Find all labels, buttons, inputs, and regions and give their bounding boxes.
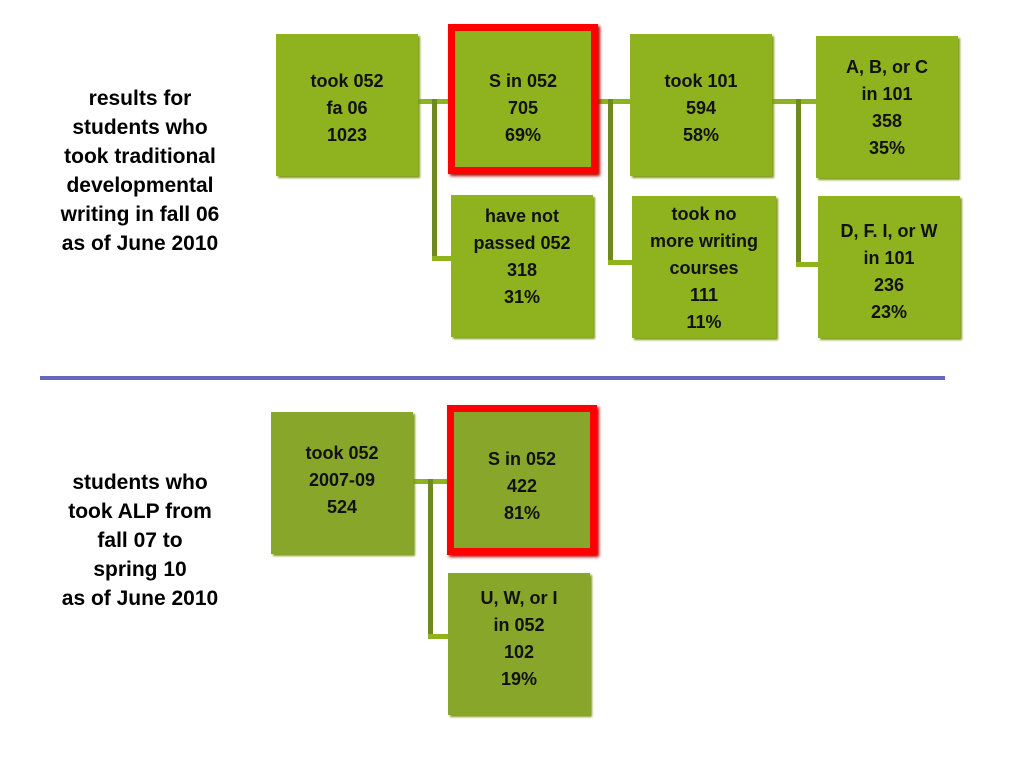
connector-line (796, 99, 801, 267)
connector-line (768, 99, 818, 104)
connector-line (428, 634, 450, 639)
traditional-caption: results for students who took traditiona… (60, 87, 220, 255)
box-uwi-in-052: U, W, or I in 052 102 19% (448, 573, 590, 715)
box-abc-in-101: A, B, or C in 101 358 35% (816, 36, 958, 178)
box-alp-s-in-052-highlighted: S in 052 422 81% (447, 405, 597, 555)
connector-line (796, 262, 820, 267)
connector-line (432, 99, 437, 261)
section-divider (40, 376, 945, 380)
box-have-not-passed-052: have not passed 052 318 31% (451, 195, 593, 337)
connector-line (428, 479, 433, 639)
connector-line (432, 256, 454, 261)
connector-line (608, 260, 634, 265)
connector-line (404, 99, 456, 104)
box-s-in-052-highlighted: S in 052 705 69% (448, 24, 598, 174)
box-took-no-more-writing: took no more writing courses 111 11% (632, 196, 776, 338)
connector-line (608, 99, 613, 265)
box-dfiw-in-101: D, F. I, or W in 101 236 23% (818, 196, 960, 338)
box-took-101: took 101 594 58% (630, 34, 772, 176)
alp-caption: students who took ALP from fall 07 to sp… (61, 471, 219, 610)
box-took-052-fa06: took 052 fa 06 1023 (276, 34, 418, 176)
box-took-052-2007-09: took 052 2007-09 524 (271, 412, 413, 554)
